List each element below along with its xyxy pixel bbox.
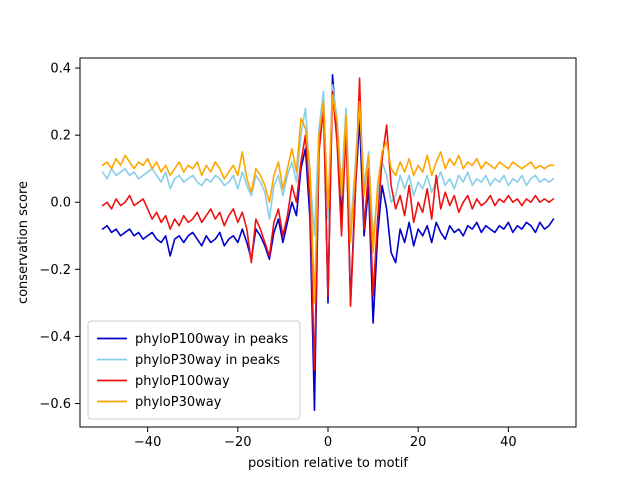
legend-item: phyloP100way in peaks (97, 332, 289, 347)
x-tick-label: −20 (224, 435, 251, 450)
y-tick-label: −0.4 (39, 330, 71, 345)
y-axis-ticks: −0.6 −0.4 −0.2 0.0 0.2 0.4 (39, 62, 80, 412)
legend: phyloP100way in peaks phyloP30way in peak… (87, 320, 301, 420)
series-line-phylop100way-in-peaks (101, 73, 555, 412)
y-tick-label: −0.6 (39, 397, 71, 412)
x-tick-label: 40 (500, 435, 517, 450)
legend-label: phyloP30way (135, 395, 222, 410)
series-line-phylop30way-in-peaks (101, 84, 555, 237)
series-line-phylop30way (101, 94, 555, 304)
x-axis-label: position relative to motif (248, 456, 408, 471)
x-tick-label: −40 (134, 435, 161, 450)
axes-frame (79, 57, 577, 428)
y-axis-label: conservation score (16, 181, 31, 304)
y-tick-label: 0.0 (50, 196, 71, 211)
y-tick-label: 0.4 (50, 62, 71, 77)
series-lines (101, 73, 555, 412)
legend-frame (87, 320, 301, 420)
y-tick-label: 0.2 (50, 129, 71, 144)
series-line-phylop100way (101, 77, 555, 371)
legend-item: phyloP30way (97, 395, 222, 410)
legend-label: phyloP100way in peaks (135, 332, 289, 347)
y-tick-label: −0.2 (39, 263, 71, 278)
legend-label: phyloP30way in peaks (135, 353, 280, 368)
legend-item: phyloP100way (97, 374, 230, 389)
x-tick-label: 0 (324, 435, 332, 450)
x-tick-label: 20 (410, 435, 427, 450)
legend-label: phyloP100way (135, 374, 230, 389)
legend-item: phyloP30way in peaks (97, 353, 280, 368)
x-axis-ticks: −40 −20 0 20 40 (134, 427, 517, 450)
